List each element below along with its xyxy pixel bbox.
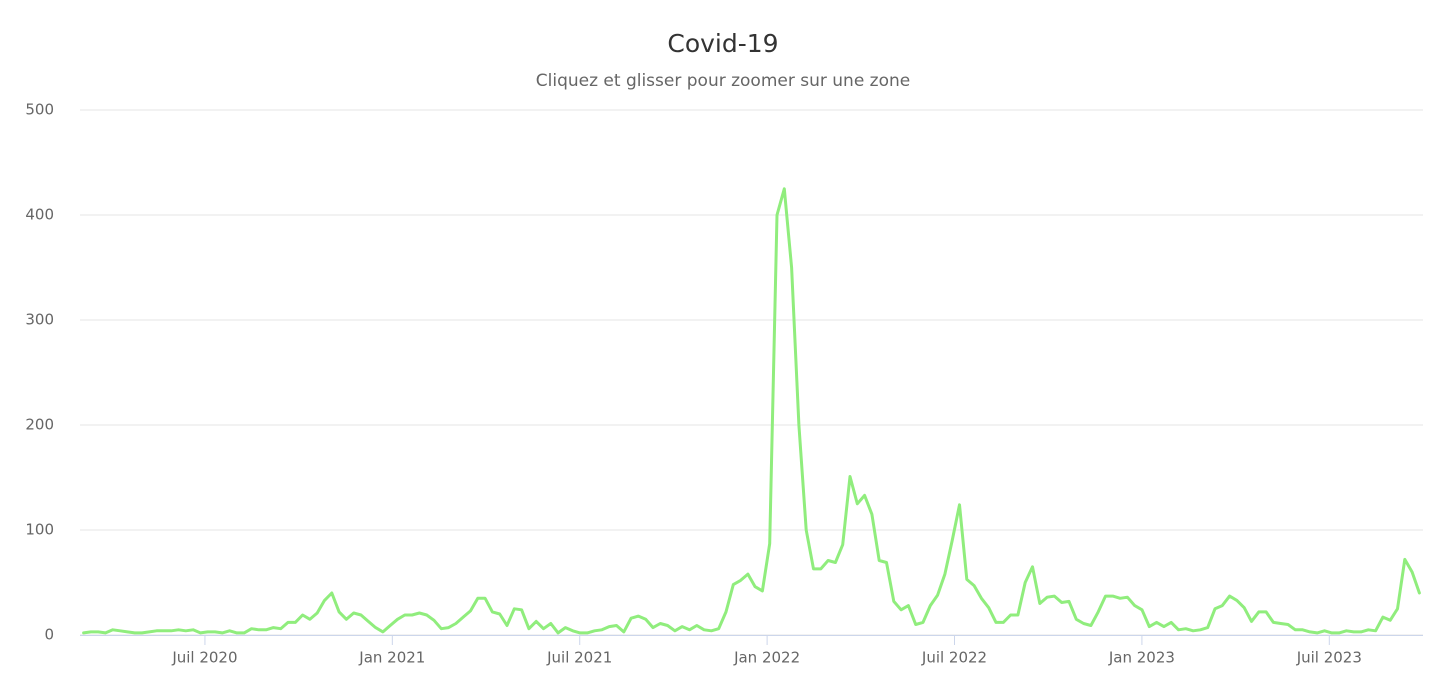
y-tick-label: 400 [25, 206, 54, 224]
chart-subtitle: Cliquez et glisser pour zoomer sur une z… [536, 71, 911, 91]
y-tick-label: 300 [25, 311, 54, 329]
series-line [82, 187, 1421, 635]
x-tick-label: Juil 2022 [921, 649, 987, 667]
x-tick-label: Jan 2022 [733, 649, 800, 667]
y-tick-label: 200 [25, 416, 54, 434]
chart-title: Covid-19 [667, 29, 778, 58]
y-tick-label: 0 [44, 626, 54, 644]
x-tick-label: Juil 2023 [1296, 649, 1362, 667]
x-tick-label: Juil 2021 [546, 649, 612, 667]
x-tick-label: Jan 2023 [1108, 649, 1175, 667]
x-tick-label: Jan 2021 [358, 649, 425, 667]
y-tick-label: 500 [25, 101, 54, 119]
y-tick-label: 100 [25, 521, 54, 539]
x-tick-label: Juil 2020 [171, 649, 237, 667]
